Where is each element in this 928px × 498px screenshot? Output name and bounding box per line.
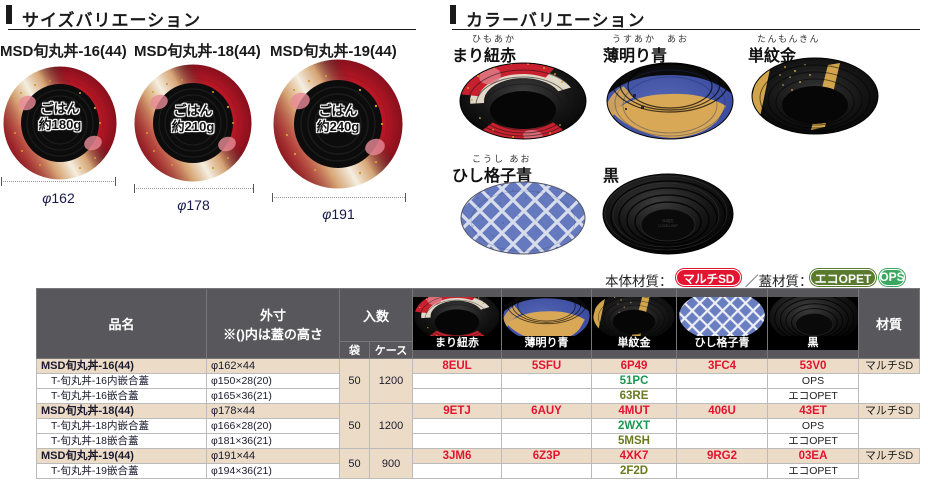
svg-text:SD四方: SD四方 [662,218,674,223]
svg-text:LOGIN1-RAP: LOGIN1-RAP [658,224,677,228]
